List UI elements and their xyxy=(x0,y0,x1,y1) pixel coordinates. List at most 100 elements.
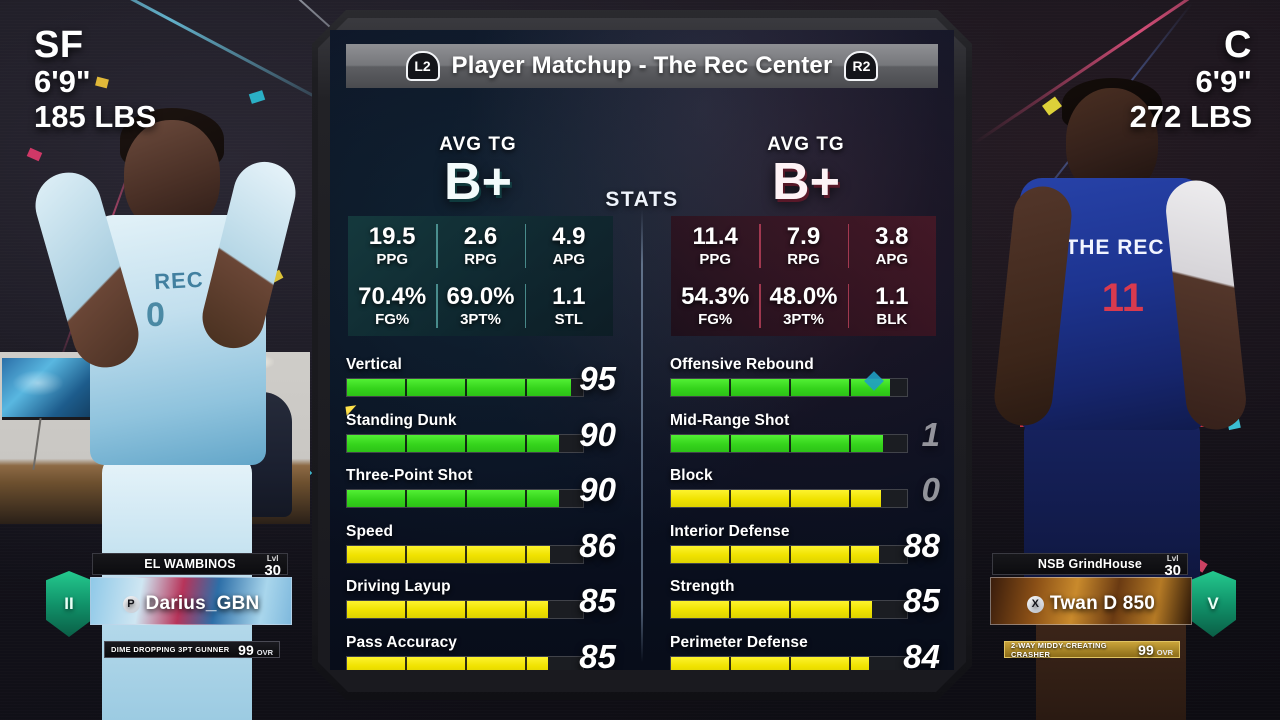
attribute-row[interactable]: Three-Point Shot 90 xyxy=(344,467,616,523)
attribute-value: 85 xyxy=(903,582,940,619)
panel-center-divider xyxy=(641,210,643,662)
right-level: Lvl 30 xyxy=(1164,555,1181,579)
stat-value: 48.0% xyxy=(769,282,838,310)
attribute-row[interactable]: Perimeter Defense 84 xyxy=(668,634,940,671)
attribute-name: Speed xyxy=(346,522,394,540)
attribute-value: 90 xyxy=(579,471,616,508)
stat-cell: 4.9 APG xyxy=(524,216,613,276)
attribute-bar-fill xyxy=(347,379,572,396)
stat-caption: PPG xyxy=(699,250,731,268)
stat-cell: 1.1 BLK xyxy=(847,276,936,336)
stat-value: 3.8 xyxy=(875,222,909,250)
right-gamertag-row: X Twan D 850 xyxy=(980,593,1202,615)
attribute-value: 85 xyxy=(579,582,616,619)
stat-value: 69.0% xyxy=(446,282,515,310)
attribute-bar-fill xyxy=(347,545,550,563)
right-player-model: THE REC 11 xyxy=(962,0,1262,720)
right-card-banner-art xyxy=(990,577,1192,625)
xbox-icon: X xyxy=(1026,595,1044,613)
attribute-bar xyxy=(346,655,584,670)
right-player-position: C xyxy=(1224,24,1252,66)
attribute-value: 85 xyxy=(579,637,616,671)
right-jersey-text: THE REC xyxy=(1065,236,1165,259)
attribute-row[interactable]: Mid-Range Shot 1 xyxy=(668,412,940,468)
attribute-bar-fill xyxy=(671,545,879,563)
stat-cell: 7.9 RPG xyxy=(759,216,847,276)
l2-bumper-icon[interactable]: L2 xyxy=(405,51,440,81)
right-player-vitals: C 6'9" 272 LBS xyxy=(1130,26,1252,134)
attribute-bar-fill xyxy=(671,601,872,618)
right-ovr-group: 99 OVR xyxy=(1138,642,1173,658)
attribute-row[interactable]: Strength 85 xyxy=(668,578,940,634)
stat-value: 54.3% xyxy=(681,282,750,310)
stat-caption: APG xyxy=(552,250,586,268)
left-ovr-label: OVR xyxy=(256,647,273,657)
stat-caption: PPG xyxy=(376,250,408,268)
stat-cell: 3.8 APG xyxy=(847,216,936,276)
attribute-row[interactable]: Pass Accuracy 85 xyxy=(344,633,616,671)
attribute-row[interactable]: Interior Defense 88 xyxy=(668,523,940,579)
stat-cell: 11.4 PPG xyxy=(671,216,759,276)
attribute-row[interactable]: Standing Dunk 90 xyxy=(344,404,616,468)
stat-cell: 69.0% 3PT% xyxy=(436,276,524,336)
left-club-name: EL WAMBINOS xyxy=(144,557,236,571)
attribute-bar-fill xyxy=(347,656,548,670)
stat-value: 1.1 xyxy=(552,282,586,310)
attribute-name: Driving Layup xyxy=(346,578,451,595)
attribute-name: Standing Dunk xyxy=(346,411,457,429)
right-club-bar: NSB GrindHouse Lvl 30 xyxy=(992,553,1188,579)
left-grade-label: AVG TG xyxy=(439,134,517,155)
stat-cell: 54.3% FG% xyxy=(671,276,759,336)
attribute-name: Block xyxy=(670,467,713,484)
left-ovr-value: 99 xyxy=(238,641,254,658)
attribute-name: Pass Accuracy xyxy=(346,633,458,651)
matchup-panel: L2 Player Matchup - The Rec Center R2 AV… xyxy=(330,30,954,670)
left-gamertag: Darius_GBN xyxy=(145,593,260,614)
attribute-row[interactable]: Block 0 xyxy=(668,467,940,523)
stat-value: 7.9 xyxy=(786,222,821,250)
attribute-value: 86 xyxy=(579,526,616,564)
attribute-value: 88 xyxy=(903,526,940,564)
attribute-name: Strength xyxy=(670,578,735,595)
stat-caption: RPG xyxy=(787,250,820,268)
attribute-row[interactable]: Offensive Rebound xyxy=(668,356,940,412)
left-player-height: 6'9" xyxy=(34,64,91,99)
left-player-vitals: SF 6'9" 185 LBS xyxy=(34,26,156,134)
attribute-value: 84 xyxy=(903,637,940,671)
right-player-card[interactable]: V NSB GrindHouse Lvl 30 X Twan D 850 2-W… xyxy=(980,553,1236,659)
stat-caption: APG xyxy=(875,250,909,268)
attribute-value: 0 xyxy=(921,471,940,508)
left-model-head xyxy=(124,120,220,232)
stat-caption: FG% xyxy=(375,310,410,328)
right-grade-value: B+ xyxy=(772,153,840,211)
r2-bumper-icon[interactable]: R2 xyxy=(844,51,879,81)
left-rank-badge-label: II xyxy=(64,594,74,613)
stat-caption: STL xyxy=(554,310,583,328)
attribute-row[interactable]: Vertical 95 xyxy=(344,356,616,412)
left-level-value: 30 xyxy=(264,562,281,579)
right-ovr-label: OVR xyxy=(1156,647,1173,657)
attribute-row[interactable]: Speed 86 xyxy=(344,523,616,579)
stat-cell: 48.0% 3PT% xyxy=(759,276,847,336)
attribute-bar-fill xyxy=(347,601,548,618)
attribute-bar xyxy=(346,544,584,564)
panel-header: L2 Player Matchup - The Rec Center R2 xyxy=(346,44,938,88)
left-player-card[interactable]: II EL WAMBINOS Lvl 30 P Darius_GBN DIME … xyxy=(46,553,302,658)
left-grade-block: AVG TG B+ xyxy=(388,134,568,208)
right-grade-block: AVG TG B+ xyxy=(716,134,896,211)
right-rank-badge-label: V xyxy=(1207,594,1219,613)
attribute-bar-fill xyxy=(347,434,560,452)
left-archetype: DIME DROPPING 3PT GUNNER xyxy=(111,645,230,654)
right-card-footer: 2-WAY MIDDY-CREATING CRASHER 99 OVR xyxy=(1004,641,1180,659)
attribute-bar-fill xyxy=(671,490,882,507)
attribute-name: Mid-Range Shot xyxy=(670,411,790,429)
right-attribute-list: Offensive Rebound Mid-Range Shot 1 Block 0 In… xyxy=(668,356,940,670)
right-player-height: 6'9" xyxy=(1195,64,1252,99)
attribute-bar xyxy=(670,433,908,453)
attribute-bar-fill xyxy=(347,490,560,507)
page-title: Player Matchup - The Rec Center xyxy=(451,52,833,79)
attribute-row[interactable]: Driving Layup 85 xyxy=(344,578,616,634)
stat-value: 4.9 xyxy=(552,222,586,250)
right-player-weight: 272 LBS xyxy=(1129,98,1252,134)
stat-cell: 1.1 STL xyxy=(524,276,613,336)
